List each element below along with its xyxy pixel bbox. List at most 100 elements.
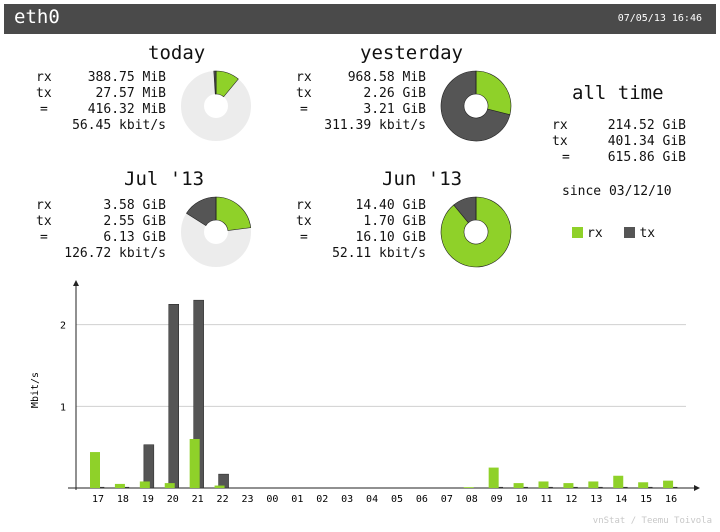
rx-label: rx [296,70,312,85]
tx-swatch [624,227,636,238]
x-tick-label: 02 [316,494,328,505]
x-tick-label: 13 [590,494,602,505]
donut-month-jul [181,196,252,267]
bar-rx [214,485,225,488]
tx-label: tx [296,214,312,229]
donut-charts [181,70,512,268]
x-tick-label: 06 [416,494,428,505]
bar-rx [139,481,150,488]
x-axis-arrow [694,485,700,491]
y-tick-label: 2 [60,321,66,332]
rx-value: 388.75 MiB [87,70,166,85]
footer-credit: vnStat / Teemu Toivola [592,516,712,526]
donut-rx-slice [215,70,239,98]
y-axis-arrow [73,280,79,286]
bar-rx [513,483,524,488]
x-tick-label: 17 [92,494,104,505]
rx-value: 214.52 GiB [607,118,686,133]
panel-title: Jul '13 [124,168,205,190]
rx-swatch [572,227,583,238]
total-label: = [562,150,570,165]
bar-rx [463,487,474,488]
donut-tx-slice [440,70,511,142]
bar-rx [164,483,175,488]
title-bar: eth0 07/05/13 16:46 [4,4,716,34]
x-tick-label: 21 [192,494,204,505]
stats-block: rx 3.58 GiB tx 2.55 GiB = 6.13 GiB 126.72 k… [36,198,166,262]
tx-label: tx [552,134,568,149]
bar-rx [114,483,125,488]
y-axis-label: Mbit/s [30,372,41,408]
x-tick-label: 08 [466,494,478,505]
stats-block: rx 14.40 GiB tx 1.70 GiB = 16.10 GiB 52.11 … [296,198,426,262]
total-label: = [300,230,308,245]
timestamp: 07/05/13 16:46 [617,13,702,24]
rx-label: rx [36,198,52,213]
rx-label: rx [296,198,312,213]
stats-block: rx 968.58 MiB tx 2.26 GiB = 3.21 GiB 311.39… [296,70,426,134]
rate-value: 52.11 kbit/s [332,246,426,261]
x-tick-label: 18 [117,494,129,505]
bar-rx [588,481,599,488]
x-tick-label: 14 [615,494,627,505]
donut-today [181,70,251,141]
bar-rx [189,439,200,488]
x-tick-label: 00 [266,494,278,505]
stats-block: rx 214.52 GiB tx 401.34 GiB = 615.86 GiB [552,118,686,166]
bar-rx [663,480,674,488]
rx-value: 3.58 GiB [103,198,166,213]
legend-label: rx [587,226,603,241]
tx-label: tx [296,86,312,101]
tx-value: 27.57 MiB [95,86,166,101]
tx-value: 401.34 GiB [607,134,686,149]
rx-label: rx [552,118,568,133]
tx-value: 1.70 GiB [363,214,426,229]
rate-value: 311.39 kbit/s [324,118,426,133]
bar-rx [488,467,499,488]
rx-value: 14.40 GiB [355,198,426,213]
bar-rx [90,452,100,488]
total-value: 16.10 GiB [355,230,426,245]
rate-value: 56.45 kbit/s [72,118,166,133]
since-date: since 03/12/10 [562,184,672,199]
x-tick-label: 16 [665,494,677,505]
x-tick-label: 09 [491,494,503,505]
x-tick-label: 07 [441,494,453,505]
tx-value: 2.55 GiB [103,214,166,229]
legend-item-rx: rx [572,226,603,241]
bar-rx [613,475,624,488]
total-value: 416.32 MiB [87,102,166,117]
x-tick-label: 22 [217,494,229,505]
donut-rx-slice [475,70,512,116]
panel-title: all time [572,82,664,104]
total-label: = [300,102,308,117]
bar-tx [168,304,179,489]
total-label: = [40,102,48,117]
total-label: = [40,230,48,245]
panel-title: Jun '13 [382,168,463,190]
x-tick-label: 05 [391,494,403,505]
x-tick-label: 04 [366,494,378,505]
legend-label: tx [639,226,656,241]
donut-rx-slice [440,196,512,268]
interface-name: eth0 [14,6,60,28]
donut-month-jun [440,196,512,268]
panel-title: yesterday [360,42,463,64]
legend: rx tx [572,226,669,241]
x-tick-label: 11 [540,494,552,505]
donut-yesterday [440,70,512,142]
panel-title: today [148,42,206,64]
x-tick-label: 12 [565,494,577,505]
stats-block: rx 388.75 MiB tx 27.57 MiB = 416.32 MiB 56.… [36,70,166,134]
x-tick-label: 10 [516,494,528,505]
y-tick-label: 1 [60,402,66,413]
bar-rx [563,483,574,488]
tx-label: tx [36,86,52,101]
tx-label: tx [36,214,52,229]
rx-label: rx [36,70,52,85]
total-value: 3.21 GiB [363,102,426,117]
x-tick-label: 15 [640,494,652,505]
bar-rx [638,482,649,488]
